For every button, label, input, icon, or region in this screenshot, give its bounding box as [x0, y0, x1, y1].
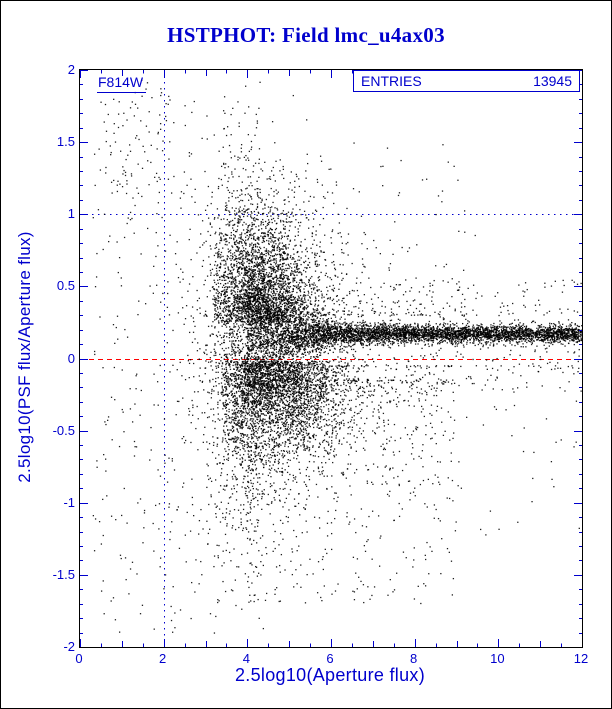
y-tick-label: -0.5: [52, 422, 75, 438]
scatter-plot-canvas: [80, 70, 582, 647]
stats-box: ENTRIES 13945: [353, 70, 580, 92]
filter-name-label: F814W: [97, 74, 147, 93]
x-tick-label: 10: [490, 651, 505, 666]
page-title: HSTPHOT: Field lmc_u4ax03: [167, 23, 445, 47]
y-tick-label: -1.5: [52, 566, 75, 582]
y-tick-label: 1: [67, 206, 75, 222]
x-axis-title: 2.5log10(Aperture flux): [234, 665, 425, 685]
y-axis-title: 2.5log10(PSF flux/Aperture flux): [15, 231, 34, 483]
y-tick-label: 1.5: [56, 134, 75, 150]
x-tick-label: 4: [242, 651, 250, 666]
y-tick-label: 0.5: [56, 278, 75, 294]
x-tick-label: 0: [75, 651, 83, 666]
y-tick-label: 2: [67, 62, 75, 77]
x-tick-label: 8: [410, 651, 418, 666]
x-tick-label: 12: [573, 651, 589, 666]
y-tick-label: -2: [63, 639, 75, 654]
x-tick-label: 6: [326, 651, 334, 666]
stats-entries-value: 13945: [533, 73, 572, 89]
plot-frame: [79, 69, 583, 648]
x-tick-label: 2: [159, 651, 167, 666]
y-tick-label: 0: [67, 350, 75, 366]
stats-entries-label: ENTRIES: [361, 73, 422, 89]
y-tick-label: -1: [63, 494, 75, 510]
